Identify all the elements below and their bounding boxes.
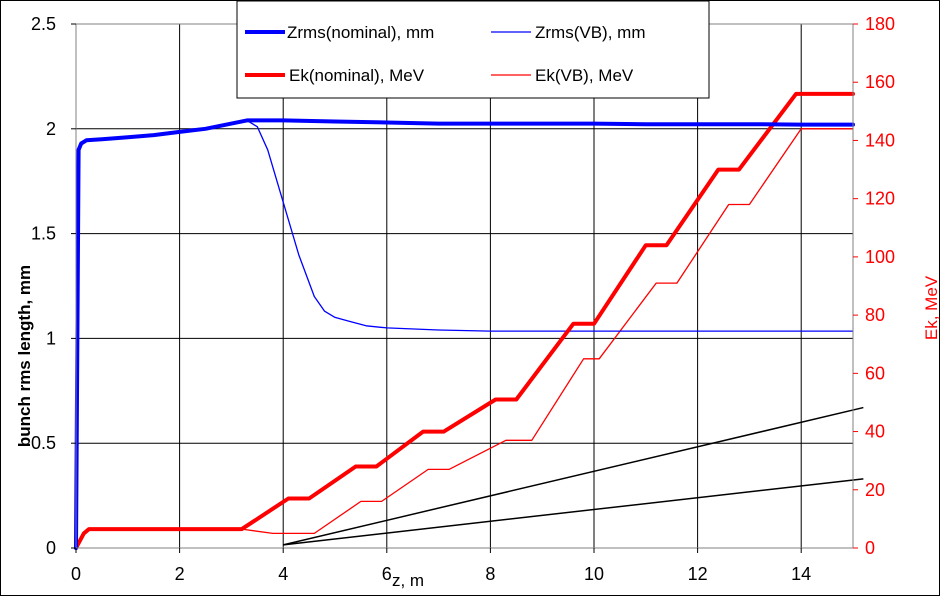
y2-tick-label: 120 bbox=[865, 189, 895, 209]
y2-tick-label: 180 bbox=[865, 14, 895, 34]
series-layer bbox=[74, 91, 855, 550]
series-ek-nominal bbox=[74, 91, 855, 550]
y-tick-label: 1 bbox=[46, 328, 56, 348]
y-tick-label: 0.5 bbox=[31, 433, 56, 453]
guide-line bbox=[283, 478, 864, 546]
y2-tick-label: 160 bbox=[865, 72, 895, 92]
x-tick-label: 4 bbox=[278, 564, 288, 584]
guide-line bbox=[283, 406, 864, 546]
plot-background bbox=[76, 24, 853, 548]
legend-box bbox=[236, 0, 710, 99]
y-tick-label: 1.5 bbox=[31, 224, 56, 244]
y-axis-right-ticks: 0 20 40 60 80 100 120 140 160 180 bbox=[853, 14, 895, 558]
y2-tick-label: 80 bbox=[865, 305, 885, 325]
x-tick-label: 10 bbox=[584, 564, 604, 584]
x-tick-label: 14 bbox=[791, 564, 811, 584]
x-axis-ticks: 0 2 4 6 8 10 12 14 bbox=[71, 548, 811, 584]
y2-tick-label: 100 bbox=[865, 247, 895, 267]
y-tick-label: 2.5 bbox=[31, 14, 56, 34]
y-axis-left-ticks: 0 0.5 1 1.5 2 2.5 bbox=[31, 14, 76, 558]
y2-tick-label: 20 bbox=[865, 480, 885, 500]
x-tick-label: 12 bbox=[688, 564, 708, 584]
x-axis-title: z, m bbox=[392, 571, 424, 590]
legend: Zrms(nominal), mm Zrms(VB), mm Ek(nomina… bbox=[236, 0, 710, 99]
y2-tick-label: 140 bbox=[865, 130, 895, 150]
y2-tick-label: 0 bbox=[865, 538, 875, 558]
x-tick-label: 8 bbox=[485, 564, 495, 584]
x-tick-label: 0 bbox=[71, 564, 81, 584]
legend-label-ek-nominal: Ek(nominal), MeV bbox=[289, 66, 425, 85]
legend-label-zrms-vb: Zrms(VB), mm bbox=[535, 23, 645, 42]
guide-lines bbox=[283, 406, 864, 546]
legend-label-zrms-nominal: Zrms(nominal), mm bbox=[287, 23, 434, 42]
series-zrms-nominal bbox=[74, 118, 855, 550]
legend-label-ek-vb: Ek(VB), MeV bbox=[535, 66, 634, 85]
series-ek-vb bbox=[75, 128, 854, 549]
y-tick-label: 2 bbox=[46, 119, 56, 139]
y2-tick-label: 60 bbox=[865, 363, 885, 383]
x-tick-label: 2 bbox=[175, 564, 185, 584]
y2-tick-label: 40 bbox=[865, 422, 885, 442]
y-axis-right-title: Ek, MeV bbox=[922, 275, 940, 340]
y-tick-label: 0 bbox=[46, 538, 56, 558]
y-axis-left-title: bunch rms length, mm bbox=[15, 265, 34, 447]
x-tick-label: 6 bbox=[382, 564, 392, 584]
